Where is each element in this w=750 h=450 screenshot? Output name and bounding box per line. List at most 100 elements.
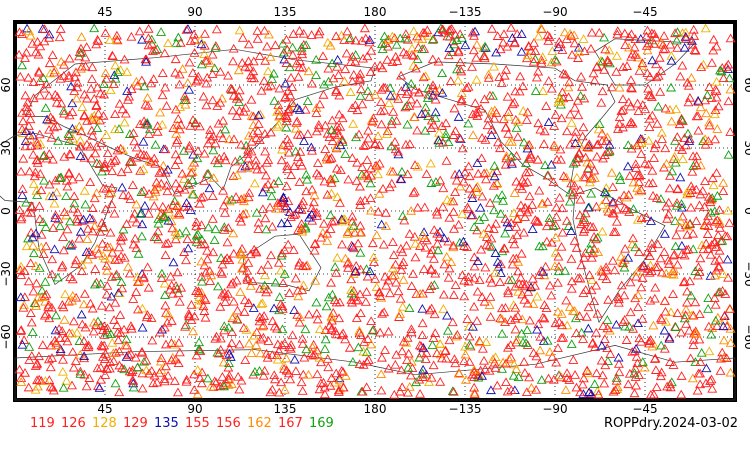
obs-triangle: [649, 293, 660, 303]
obs-triangle: [265, 127, 276, 137]
obs-triangle: [540, 160, 551, 170]
obs-triangle: [395, 33, 406, 43]
obs-triangle: [468, 130, 479, 139]
obs-triangle: [41, 241, 52, 251]
obs-triangle: [97, 341, 108, 351]
obs-triangle: [228, 56, 238, 66]
obs-triangle: [23, 276, 34, 286]
obs-triangle: [406, 78, 417, 88]
obs-triangle: [655, 371, 666, 381]
obs-triangle: [567, 49, 578, 59]
obs-triangle: [250, 155, 261, 165]
obs-triangle: [166, 216, 177, 226]
obs-triangle: [641, 31, 652, 41]
obs-triangle: [149, 153, 160, 163]
obs-triangle: [602, 57, 613, 67]
obs-triangle: [116, 167, 127, 177]
obs-triangle: [91, 188, 102, 197]
obs-triangle: [278, 278, 289, 287]
obs-triangle: [530, 215, 541, 224]
obs-triangle: [573, 42, 584, 52]
obs-triangle: [105, 357, 116, 367]
obs-triangle: [207, 95, 218, 105]
obs-triangle: [387, 237, 398, 246]
obs-triangle: [289, 354, 300, 364]
obs-triangle: [59, 207, 70, 217]
obs-triangle: [501, 122, 512, 132]
obs-triangle: [56, 56, 67, 66]
obs-triangle: [44, 149, 55, 158]
obs-triangle: [319, 79, 330, 89]
obs-triangle: [333, 387, 344, 396]
obs-triangle: [641, 41, 652, 50]
obs-triangle: [326, 315, 337, 325]
obs-triangle: [511, 123, 522, 132]
obs-triangle: [479, 51, 490, 60]
obs-triangle: [46, 132, 57, 142]
obs-triangle: [665, 39, 676, 49]
obs-triangle: [340, 253, 351, 263]
coastline-4: [572, 187, 666, 324]
obs-triangle: [649, 39, 660, 48]
obs-triangle: [622, 161, 633, 171]
obs-triangle: [261, 348, 272, 358]
obs-triangle: [679, 133, 690, 142]
obs-triangle: [696, 62, 707, 71]
obs-triangle: [263, 155, 274, 164]
obs-triangle: [218, 115, 229, 125]
obs-triangle: [379, 31, 390, 41]
obs-triangle: [53, 136, 64, 145]
obs-triangle: [94, 115, 105, 125]
coastline-0: [0, 132, 118, 286]
obs-triangle: [296, 42, 307, 52]
obs-triangle: [279, 245, 290, 255]
obs-triangle: [130, 352, 141, 362]
obs-triangle: [610, 385, 621, 394]
obs-triangle: [467, 210, 478, 219]
obs-triangle: [111, 30, 122, 40]
obs-triangle: [609, 265, 620, 275]
obs-triangle: [110, 255, 121, 264]
obs-triangle: [380, 271, 391, 281]
obs-triangle: [682, 77, 693, 87]
left-lat-label: 60: [0, 77, 13, 92]
obs-triangle: [104, 363, 115, 373]
obs-triangle: [360, 297, 371, 306]
obs-triangle: [619, 262, 630, 272]
obs-triangle: [267, 350, 278, 360]
obs-triangle: [630, 50, 641, 59]
obs-triangle: [92, 363, 103, 373]
obs-triangle: [683, 97, 694, 107]
obs-triangle: [663, 197, 674, 207]
obs-triangle: [236, 249, 247, 259]
obs-triangle: [480, 262, 491, 272]
obs-triangle: [677, 154, 688, 164]
obs-triangle: [591, 151, 602, 161]
obs-triangle: [510, 114, 521, 124]
obs-triangle: [122, 67, 132, 76]
obs-triangle: [471, 183, 482, 193]
obs-triangle: [117, 363, 128, 372]
obs-triangle: [237, 33, 248, 42]
obs-triangle: [159, 374, 170, 383]
obs-triangle: [36, 229, 47, 239]
obs-triangle: [369, 257, 379, 266]
obs-triangle: [700, 95, 711, 105]
obs-triangle: [724, 218, 735, 227]
obs-triangle: [181, 25, 192, 34]
obs-triangle: [401, 240, 412, 250]
obs-triangle: [164, 207, 175, 217]
obs-triangle: [199, 306, 210, 315]
obs-triangle: [503, 129, 514, 138]
obs-triangle: [446, 257, 457, 267]
obs-triangle: [431, 206, 442, 216]
obs-triangle: [461, 375, 472, 384]
obs-triangle: [222, 253, 233, 262]
obs-triangle: [710, 134, 720, 144]
obs-triangle: [77, 319, 88, 329]
obs-triangle: [585, 43, 596, 53]
obs-triangle: [591, 62, 602, 72]
obs-triangle: [397, 301, 408, 311]
obs-triangle: [67, 295, 78, 305]
obs-triangle: [396, 265, 407, 274]
